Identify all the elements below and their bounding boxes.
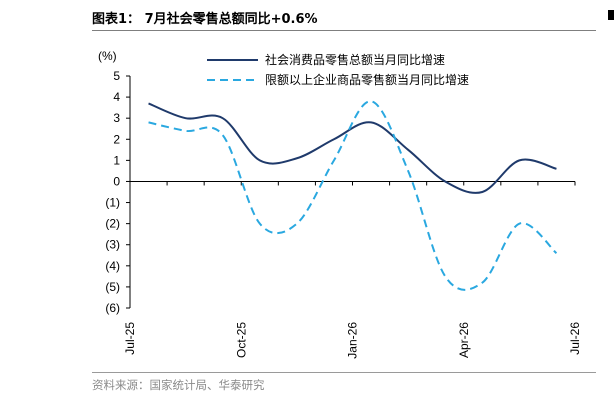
y-tick-label: 4 xyxy=(113,90,120,104)
y-tick-label: (3) xyxy=(105,238,120,252)
series-layer xyxy=(148,100,558,291)
y-tick-label: 3 xyxy=(113,111,120,125)
x-tick-label: Jul-26 xyxy=(568,322,582,355)
x-axis: Jul-25 Oct-25 Jan-26 Apr-26 Jul-26 xyxy=(123,181,582,359)
adjacent-panel-edge xyxy=(608,10,614,20)
x-tick-label: Jan-26 xyxy=(346,322,360,359)
y-axis-unit-label: (%) xyxy=(98,49,117,63)
footer-divider xyxy=(92,372,596,373)
y-axis: 5 4 3 2 1 0 (1) (2) (3) (4) (5) (6) xyxy=(105,69,130,315)
title-divider xyxy=(92,30,596,31)
chart-title: 图表1： 7月社会零售总额同比+0.6% xyxy=(92,12,318,27)
y-tick-label: (1) xyxy=(105,196,120,210)
y-tick-label: (4) xyxy=(105,259,120,273)
y-tick-label: (5) xyxy=(105,280,120,294)
legend-label-2: 限额以上企业商品零售额当月同比增速 xyxy=(265,72,469,87)
x-tick-label: Jul-25 xyxy=(123,322,137,355)
line-chart: (%) 5 4 3 2 1 0 (1) (2) (3) (4) (5) (6) Jul-25 Oct-2… xyxy=(98,49,582,359)
legend-label-1: 社会消费品零售总额当月同比增速 xyxy=(265,52,445,67)
y-tick-label: 5 xyxy=(113,69,120,83)
x-tick-label: Apr-26 xyxy=(457,322,471,358)
y-tick-label: (6) xyxy=(105,301,120,315)
x-tick-label: Oct-25 xyxy=(234,322,248,358)
y-tick-label: 1 xyxy=(113,153,120,167)
y-tick-label: 2 xyxy=(113,132,120,146)
series-line-1 xyxy=(148,102,557,194)
y-tick-label: 0 xyxy=(113,174,120,188)
y-tick-label: (2) xyxy=(105,217,120,231)
series-line-2 xyxy=(148,100,558,291)
source-note: 资料来源：国家统计局、华泰研究 xyxy=(92,378,265,392)
